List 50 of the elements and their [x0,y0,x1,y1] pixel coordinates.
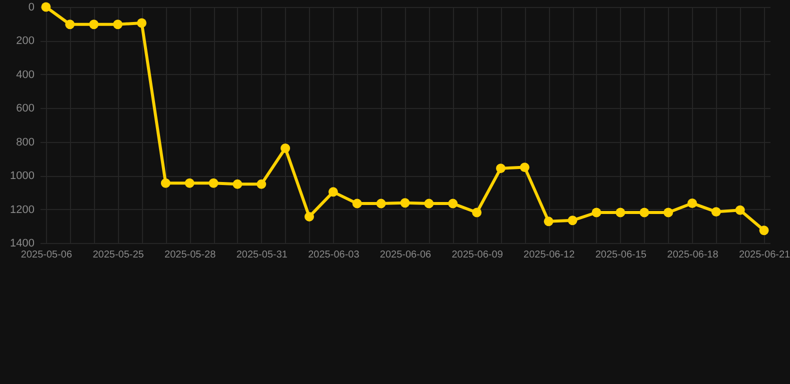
point [232,179,242,189]
point [448,198,458,208]
point [89,20,99,30]
point [65,20,75,30]
point [568,216,578,226]
y-tick-label: 800 [16,136,34,148]
point [640,208,650,218]
point [520,162,530,172]
point [160,178,170,188]
x-tick-label: 2025-05-06 [20,250,72,260]
point [424,198,434,208]
x-tick-label: 2025-06-03 [308,250,360,260]
y-tick-label: 1000 [10,170,34,182]
y-tick-label: 1400 [10,238,34,250]
point [616,208,626,218]
point [328,187,338,197]
point [41,2,51,12]
x-tick-label: 2025-06-21 [738,250,790,260]
y-tick-label: 600 [16,102,34,115]
x-tick-label: 2025-05-25 [92,250,144,260]
x-tick-label: 2025-05-31 [236,250,288,260]
point [711,207,721,217]
point [592,208,602,218]
y-tick-label: 200 [16,35,34,48]
x-tick-label: 2025-06-09 [452,250,504,260]
point [687,198,697,208]
x-tick-label: 2025-06-18 [667,250,719,260]
point [113,20,123,30]
point [136,18,146,28]
x-tick-label: 2025-06-06 [380,250,432,260]
y-tick-label: 0 [28,2,34,14]
x-tick-label: 2025-05-28 [164,250,216,260]
point [759,226,769,236]
point [664,208,674,218]
point [208,178,218,188]
point [304,212,314,222]
point [352,198,362,208]
y-tick-label: 400 [16,68,34,81]
point [735,205,745,215]
y-tick-label: 1200 [10,204,34,216]
point [496,164,506,174]
x-tick-label: 2025-06-12 [524,250,576,260]
point [256,179,266,189]
point [544,216,554,226]
point [376,198,386,208]
point [400,198,410,208]
point [184,178,194,188]
point [472,208,482,218]
x-tick-label: 2025-06-15 [595,250,647,260]
point [280,144,290,153]
